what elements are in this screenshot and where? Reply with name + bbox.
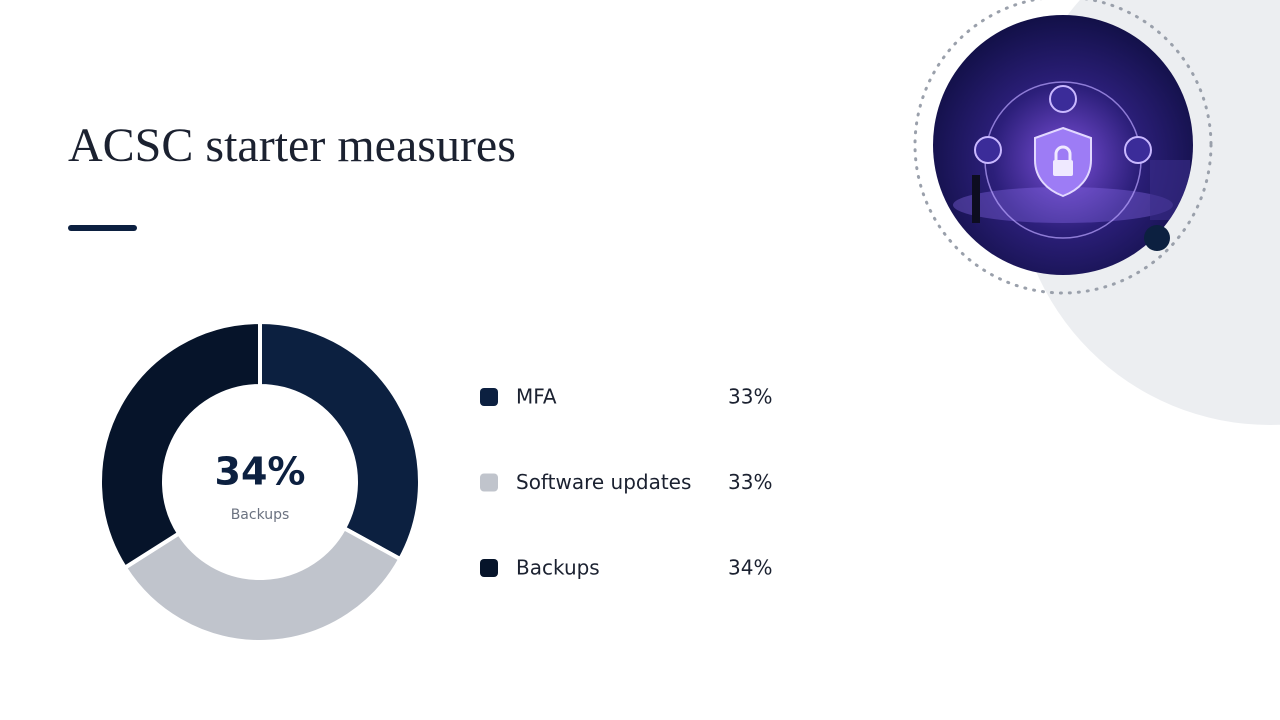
legend-swatch bbox=[480, 388, 498, 406]
legend-swatch bbox=[480, 473, 498, 492]
donut-slice bbox=[258, 319, 422, 562]
legend-label: Software updates bbox=[516, 470, 691, 494]
donut-slice bbox=[122, 525, 403, 644]
legend-label: Backups bbox=[516, 556, 600, 580]
dotted-ring bbox=[913, 0, 1213, 295]
legend-swatch bbox=[480, 559, 498, 577]
center-label: Backups bbox=[231, 507, 290, 523]
legend-value: 33% bbox=[728, 385, 772, 409]
legend-value: 33% bbox=[728, 470, 772, 494]
hero-image bbox=[933, 15, 1193, 275]
donut-chart: 34% Backups MFA 33% Software updates 33% Backu… bbox=[98, 319, 772, 644]
donut-slice bbox=[98, 319, 262, 571]
center-value: 34% bbox=[215, 450, 306, 494]
title-underline bbox=[68, 225, 137, 231]
decor-dot bbox=[1144, 225, 1170, 251]
legend-value: 34% bbox=[728, 556, 772, 580]
slide-title: ACSC starter measures bbox=[68, 119, 516, 172]
legend-label: MFA bbox=[516, 385, 557, 409]
